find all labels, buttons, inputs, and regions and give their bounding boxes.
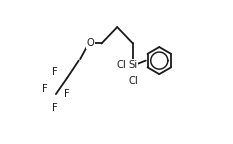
Text: F: F [42,84,48,94]
Text: O: O [86,38,94,49]
Text: F: F [64,89,70,99]
Text: F: F [51,103,57,113]
Text: F: F [51,67,57,77]
Text: Cl: Cl [116,60,126,70]
Text: Cl: Cl [128,76,138,86]
Text: Si: Si [128,60,137,70]
